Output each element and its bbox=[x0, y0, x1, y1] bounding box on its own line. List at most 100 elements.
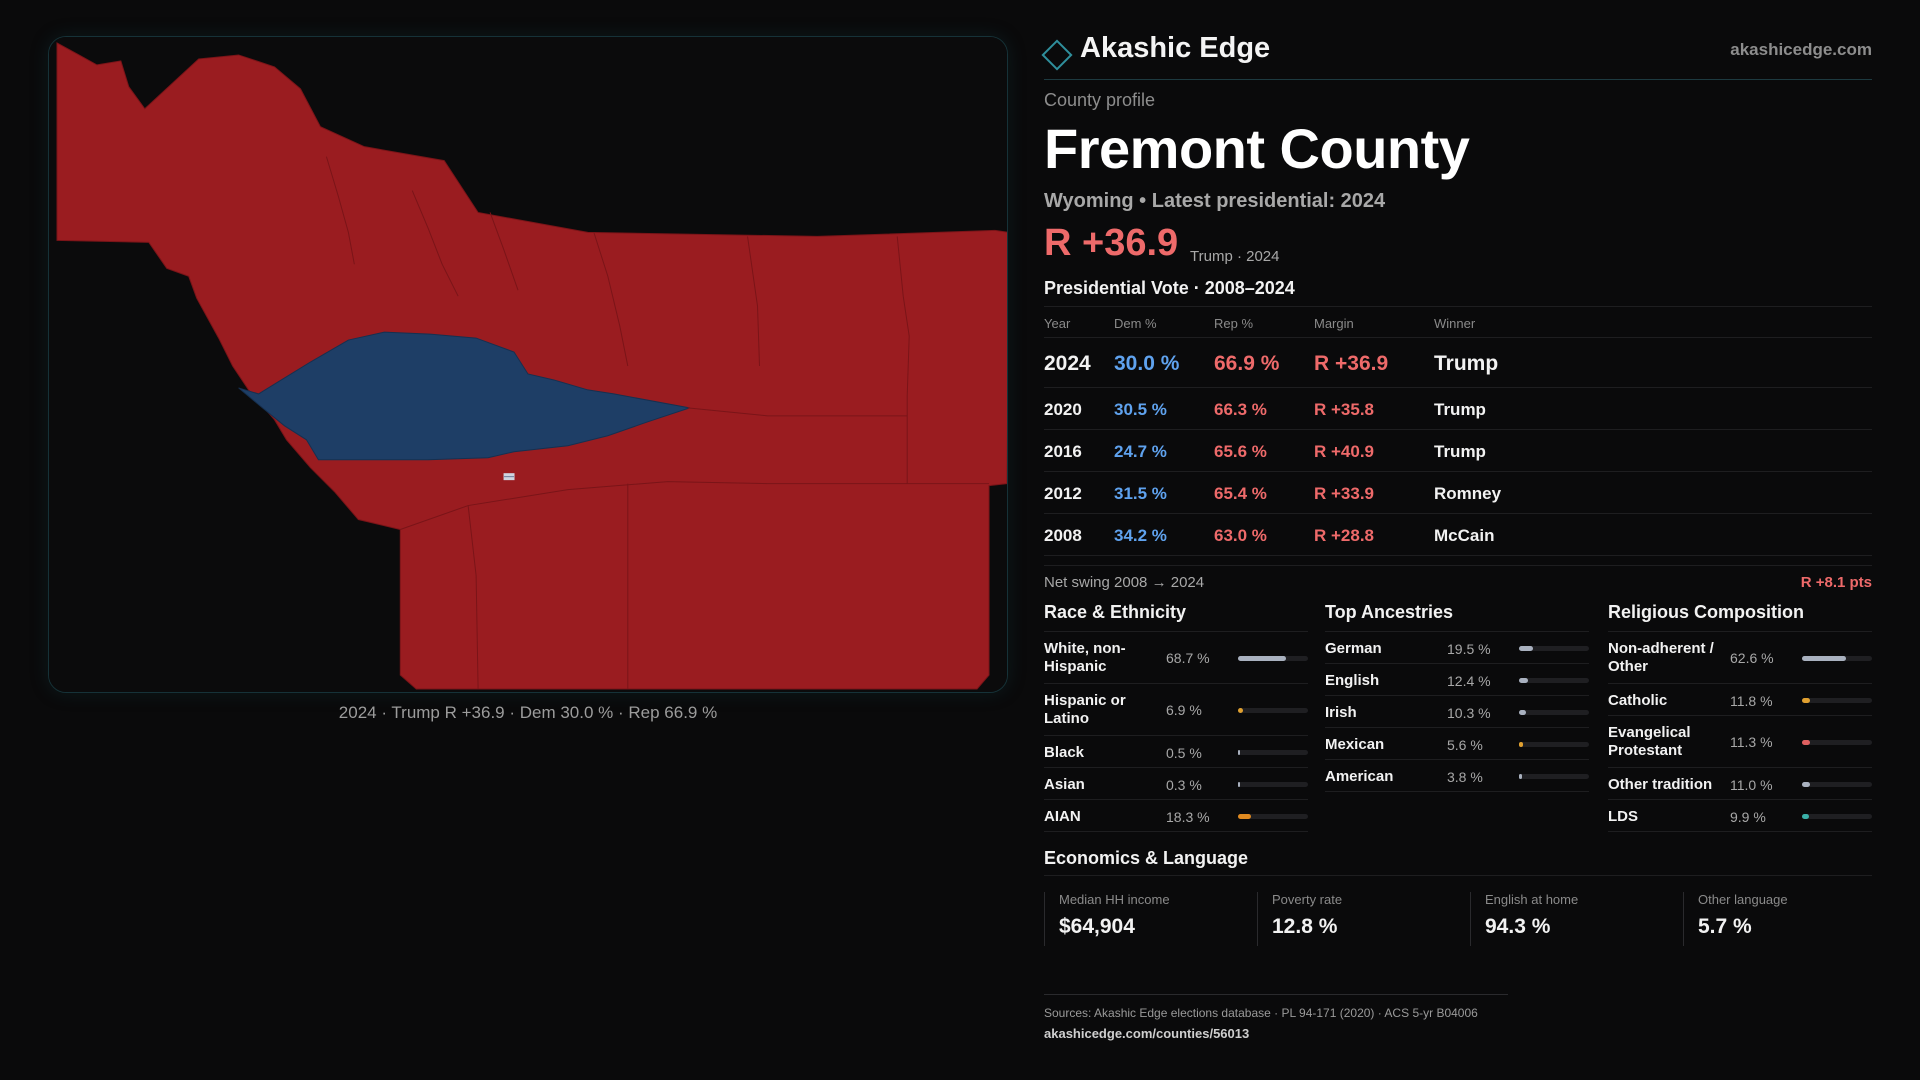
item-bar-fill bbox=[1238, 814, 1251, 819]
ancestries-section: Top Ancestries German 19.5 % English 12.… bbox=[1325, 600, 1589, 792]
list-item: Evangelical Protestant 11.3 % bbox=[1608, 716, 1872, 768]
map-caption: 2024 · Trump R +36.9 · Dem 30.0 % · Rep … bbox=[338, 703, 718, 722]
stat-value: $64,904 bbox=[1059, 915, 1135, 938]
list-item: English 12.4 % bbox=[1325, 664, 1589, 696]
item-bar-fill bbox=[1519, 742, 1523, 747]
row-winner: Trump bbox=[1434, 352, 1499, 375]
item-bar bbox=[1238, 708, 1308, 713]
item-bar bbox=[1519, 646, 1589, 651]
diamond-logo-icon bbox=[1041, 39, 1073, 71]
race-ethnicity-section: Race & Ethnicity White, non-Hispanic 68.… bbox=[1044, 600, 1308, 832]
item-pct: 0.3 % bbox=[1166, 777, 1202, 793]
page-eyebrow: County profile bbox=[1044, 90, 1156, 110]
item-pct: 0.5 % bbox=[1166, 745, 1202, 761]
stat-english-at-home: English at home 94.3 % bbox=[1470, 892, 1670, 946]
table-row: 2008 34.2 % 63.0 % R +28.8 McCain bbox=[1044, 514, 1872, 556]
item-bar-fill bbox=[1238, 656, 1287, 661]
footer-url-link[interactable]: akashicedge.com/counties/56013 bbox=[1044, 1026, 1250, 1041]
footer-divider bbox=[1044, 994, 1508, 995]
table-row: 2020 30.5 % 66.3 % R +35.8 Trump bbox=[1044, 388, 1872, 430]
list-item: Hispanic or Latino 6.9 % bbox=[1044, 684, 1308, 736]
item-bar bbox=[1238, 814, 1308, 819]
brand-url-link[interactable]: akashicedge.com bbox=[1730, 40, 1872, 59]
item-bar bbox=[1802, 740, 1872, 745]
row-margin: R +28.8 bbox=[1314, 526, 1375, 545]
row-rep-pct: 66.9 % bbox=[1214, 352, 1280, 375]
economics-section-title: Economics & Language bbox=[1044, 848, 1249, 868]
row-year: 2012 bbox=[1044, 484, 1082, 503]
footer-sources: Sources: Akashic Edge elections database… bbox=[1044, 1006, 1478, 1020]
stat-median-income: Median HH income $64,904 bbox=[1044, 892, 1244, 946]
list-item: AIAN 18.3 % bbox=[1044, 800, 1308, 832]
list-item: Catholic 11.8 % bbox=[1608, 684, 1872, 716]
stat-poverty-rate: Poverty rate 12.8 % bbox=[1257, 892, 1457, 946]
brand-header: Akashic Edge akashicedge.com bbox=[1041, 30, 1872, 80]
item-bar-fill bbox=[1238, 782, 1240, 787]
brand-name: Akashic Edge bbox=[1080, 32, 1271, 64]
row-year: 2008 bbox=[1044, 526, 1082, 545]
item-bar bbox=[1238, 656, 1308, 661]
item-bar bbox=[1519, 742, 1589, 747]
row-year: 2016 bbox=[1044, 442, 1082, 461]
item-bar bbox=[1238, 750, 1308, 755]
item-label: Catholic bbox=[1608, 692, 1668, 709]
item-pct: 3.8 % bbox=[1447, 769, 1483, 785]
item-pct: 5.6 % bbox=[1447, 737, 1483, 753]
stat-value: 5.7 % bbox=[1698, 915, 1752, 938]
item-label: LDS bbox=[1608, 808, 1638, 825]
list-item: LDS 9.9 % bbox=[1608, 800, 1872, 832]
town-marker-icon[interactable] bbox=[502, 472, 516, 482]
item-bar-fill bbox=[1238, 750, 1240, 755]
item-label: Non-adherent / Other bbox=[1608, 640, 1714, 675]
list-item: German 19.5 % bbox=[1325, 632, 1589, 664]
item-label: Mexican bbox=[1325, 736, 1385, 753]
list-item: Mexican 5.6 % bbox=[1325, 728, 1589, 760]
item-label: Hispanic or Latino bbox=[1044, 692, 1126, 727]
stat-value: 12.8 % bbox=[1272, 915, 1338, 938]
row-margin: R +35.8 bbox=[1314, 400, 1375, 419]
vote-table-header: Year Dem % Rep % Margin Winner bbox=[1044, 306, 1872, 338]
race-section-title: Race & Ethnicity bbox=[1044, 600, 1308, 632]
ancestries-section-title: Top Ancestries bbox=[1325, 600, 1589, 632]
precinct-lines bbox=[325, 156, 990, 690]
county-map[interactable] bbox=[48, 36, 1008, 693]
header-year: Year bbox=[1044, 316, 1071, 331]
row-rep-pct: 63.0 % bbox=[1214, 526, 1267, 545]
item-bar bbox=[1519, 678, 1589, 683]
header-margin: Margin bbox=[1314, 316, 1354, 331]
economics-divider bbox=[1044, 875, 1872, 876]
item-bar bbox=[1802, 782, 1872, 787]
stat-label: Other language bbox=[1698, 892, 1788, 907]
item-pct: 11.8 % bbox=[1730, 693, 1773, 709]
row-winner: Trump bbox=[1434, 400, 1486, 419]
item-label: Black bbox=[1044, 744, 1085, 761]
county-profile-panel: Akashic Edge akashicedge.com County prof… bbox=[1041, 0, 1872, 1080]
header-rep: Rep % bbox=[1214, 316, 1254, 331]
item-pct: 11.3 % bbox=[1730, 734, 1773, 750]
item-pct: 11.0 % bbox=[1730, 777, 1773, 793]
item-bar-fill bbox=[1519, 774, 1522, 779]
item-pct: 6.9 % bbox=[1166, 702, 1202, 718]
table-row: 2016 24.7 % 65.6 % R +40.9 Trump bbox=[1044, 430, 1872, 472]
stat-label: Median HH income bbox=[1059, 892, 1170, 907]
header-dem: Dem % bbox=[1114, 316, 1157, 331]
county-map-svg bbox=[49, 37, 1007, 692]
item-bar bbox=[1519, 774, 1589, 779]
row-year: 2020 bbox=[1044, 400, 1082, 419]
item-bar bbox=[1238, 782, 1308, 787]
net-swing-value: R +8.1 pts bbox=[1800, 574, 1872, 591]
item-bar bbox=[1802, 698, 1872, 703]
item-pct: 62.6 % bbox=[1730, 650, 1774, 666]
stat-label: Poverty rate bbox=[1272, 892, 1343, 907]
list-item: Asian 0.3 % bbox=[1044, 768, 1308, 800]
map-region-rep[interactable] bbox=[56, 42, 1007, 690]
row-margin: R +36.9 bbox=[1314, 352, 1389, 375]
item-pct: 12.4 % bbox=[1447, 673, 1491, 689]
item-bar-fill bbox=[1519, 710, 1527, 715]
item-bar-fill bbox=[1802, 782, 1810, 787]
row-winner: Trump bbox=[1434, 442, 1486, 461]
row-margin: R +33.9 bbox=[1314, 484, 1375, 503]
item-bar-fill bbox=[1802, 814, 1809, 819]
row-rep-pct: 66.3 % bbox=[1214, 400, 1267, 419]
item-bar-fill bbox=[1519, 646, 1533, 651]
